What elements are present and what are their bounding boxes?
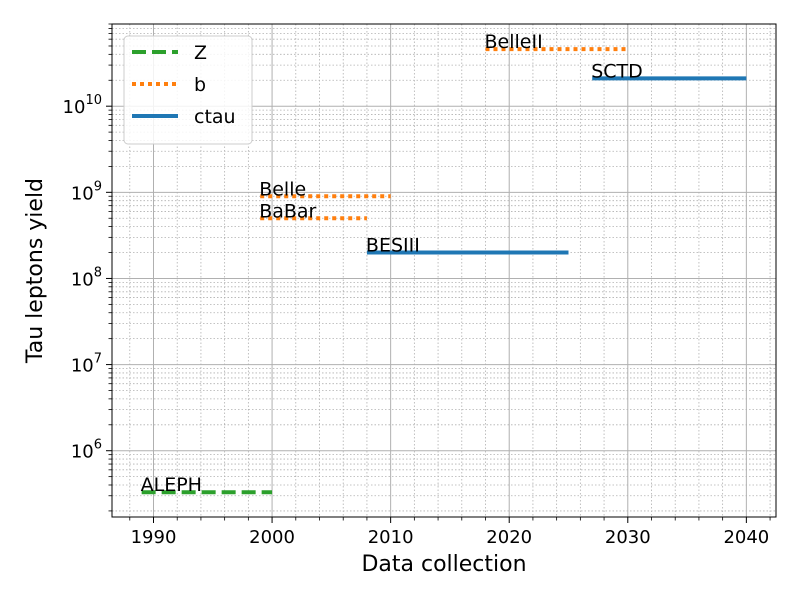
y-tick-label: 107 [71, 352, 102, 377]
x-tick-label: 2040 [723, 527, 769, 548]
y-axis-title: Tau leptons yield [23, 178, 48, 364]
legend-label-b: b [194, 74, 206, 96]
plot-frame [111, 23, 777, 518]
x-tick-label: 1990 [131, 527, 177, 548]
tick-labels: 1990 2000 2010 2020 2030 2040 106 107 108 109 1010 [63, 93, 770, 548]
segment-label-sctd: SCTD [591, 60, 643, 82]
segment-label-belle: Belle [259, 178, 306, 200]
axis-ticks [106, 23, 771, 523]
data-segments [141, 47, 747, 495]
x-axis-title: Data collection [361, 552, 526, 577]
y-tick-label: 106 [71, 438, 102, 463]
x-tick-label: 2020 [486, 527, 532, 548]
y-tick-label: 108 [71, 265, 102, 290]
x-tick-label: 2000 [249, 527, 295, 548]
segment-label-babar: BaBar [259, 200, 316, 222]
x-tick-label: 2030 [605, 527, 651, 548]
y-tick-label: 109 [71, 179, 102, 204]
segment-label-besiii: BESIII [366, 235, 420, 257]
y-tick-label: 1010 [63, 93, 102, 118]
legend: Zb ctau [123, 35, 253, 145]
x-tick-label: 2010 [368, 527, 414, 548]
legend-label-z: Z [194, 42, 207, 64]
segment-label-aleph: ALEPH [141, 474, 202, 496]
legend-label-ctau: ctau [194, 106, 236, 128]
segment-label-belleii: BelleII [485, 31, 543, 53]
